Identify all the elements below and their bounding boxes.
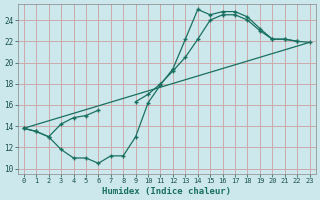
- X-axis label: Humidex (Indice chaleur): Humidex (Indice chaleur): [102, 187, 231, 196]
